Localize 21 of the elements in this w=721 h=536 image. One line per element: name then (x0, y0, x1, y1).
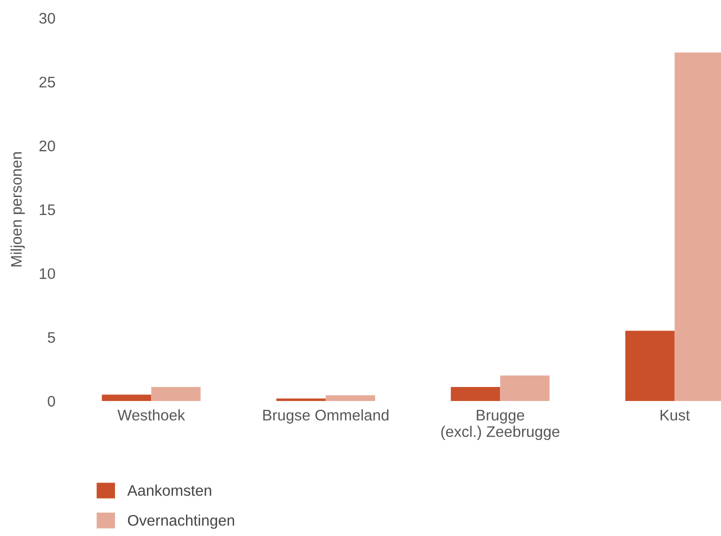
legend-label: Aankomsten (127, 484, 212, 496)
x-tick-label: Kust (660, 410, 690, 421)
bar (276, 398, 326, 401)
x-tick-label: Brugge (excl.) Zeebrugge (441, 410, 560, 440)
bar (450, 386, 500, 401)
bar (625, 330, 675, 401)
bar (151, 386, 201, 401)
x-tick-label: Westhoek (117, 409, 186, 421)
bar (326, 395, 376, 401)
bar (500, 375, 550, 401)
y-tick-label: 5 (48, 332, 56, 343)
y-tick-label: 0 (48, 396, 56, 407)
bar (102, 394, 152, 401)
y-tick-label: 30 (39, 12, 56, 24)
y-tick-label: 10 (40, 268, 56, 280)
y-tick-label: 25 (39, 76, 56, 88)
x-tick-label: Brugse Ommeland (263, 409, 388, 424)
y-tick-label: 20 (39, 140, 56, 152)
legend-label: Overnachtingen (128, 514, 234, 529)
y-axis-title: Miljoen personen (10, 152, 25, 266)
y-tick-label: 15 (40, 204, 56, 216)
